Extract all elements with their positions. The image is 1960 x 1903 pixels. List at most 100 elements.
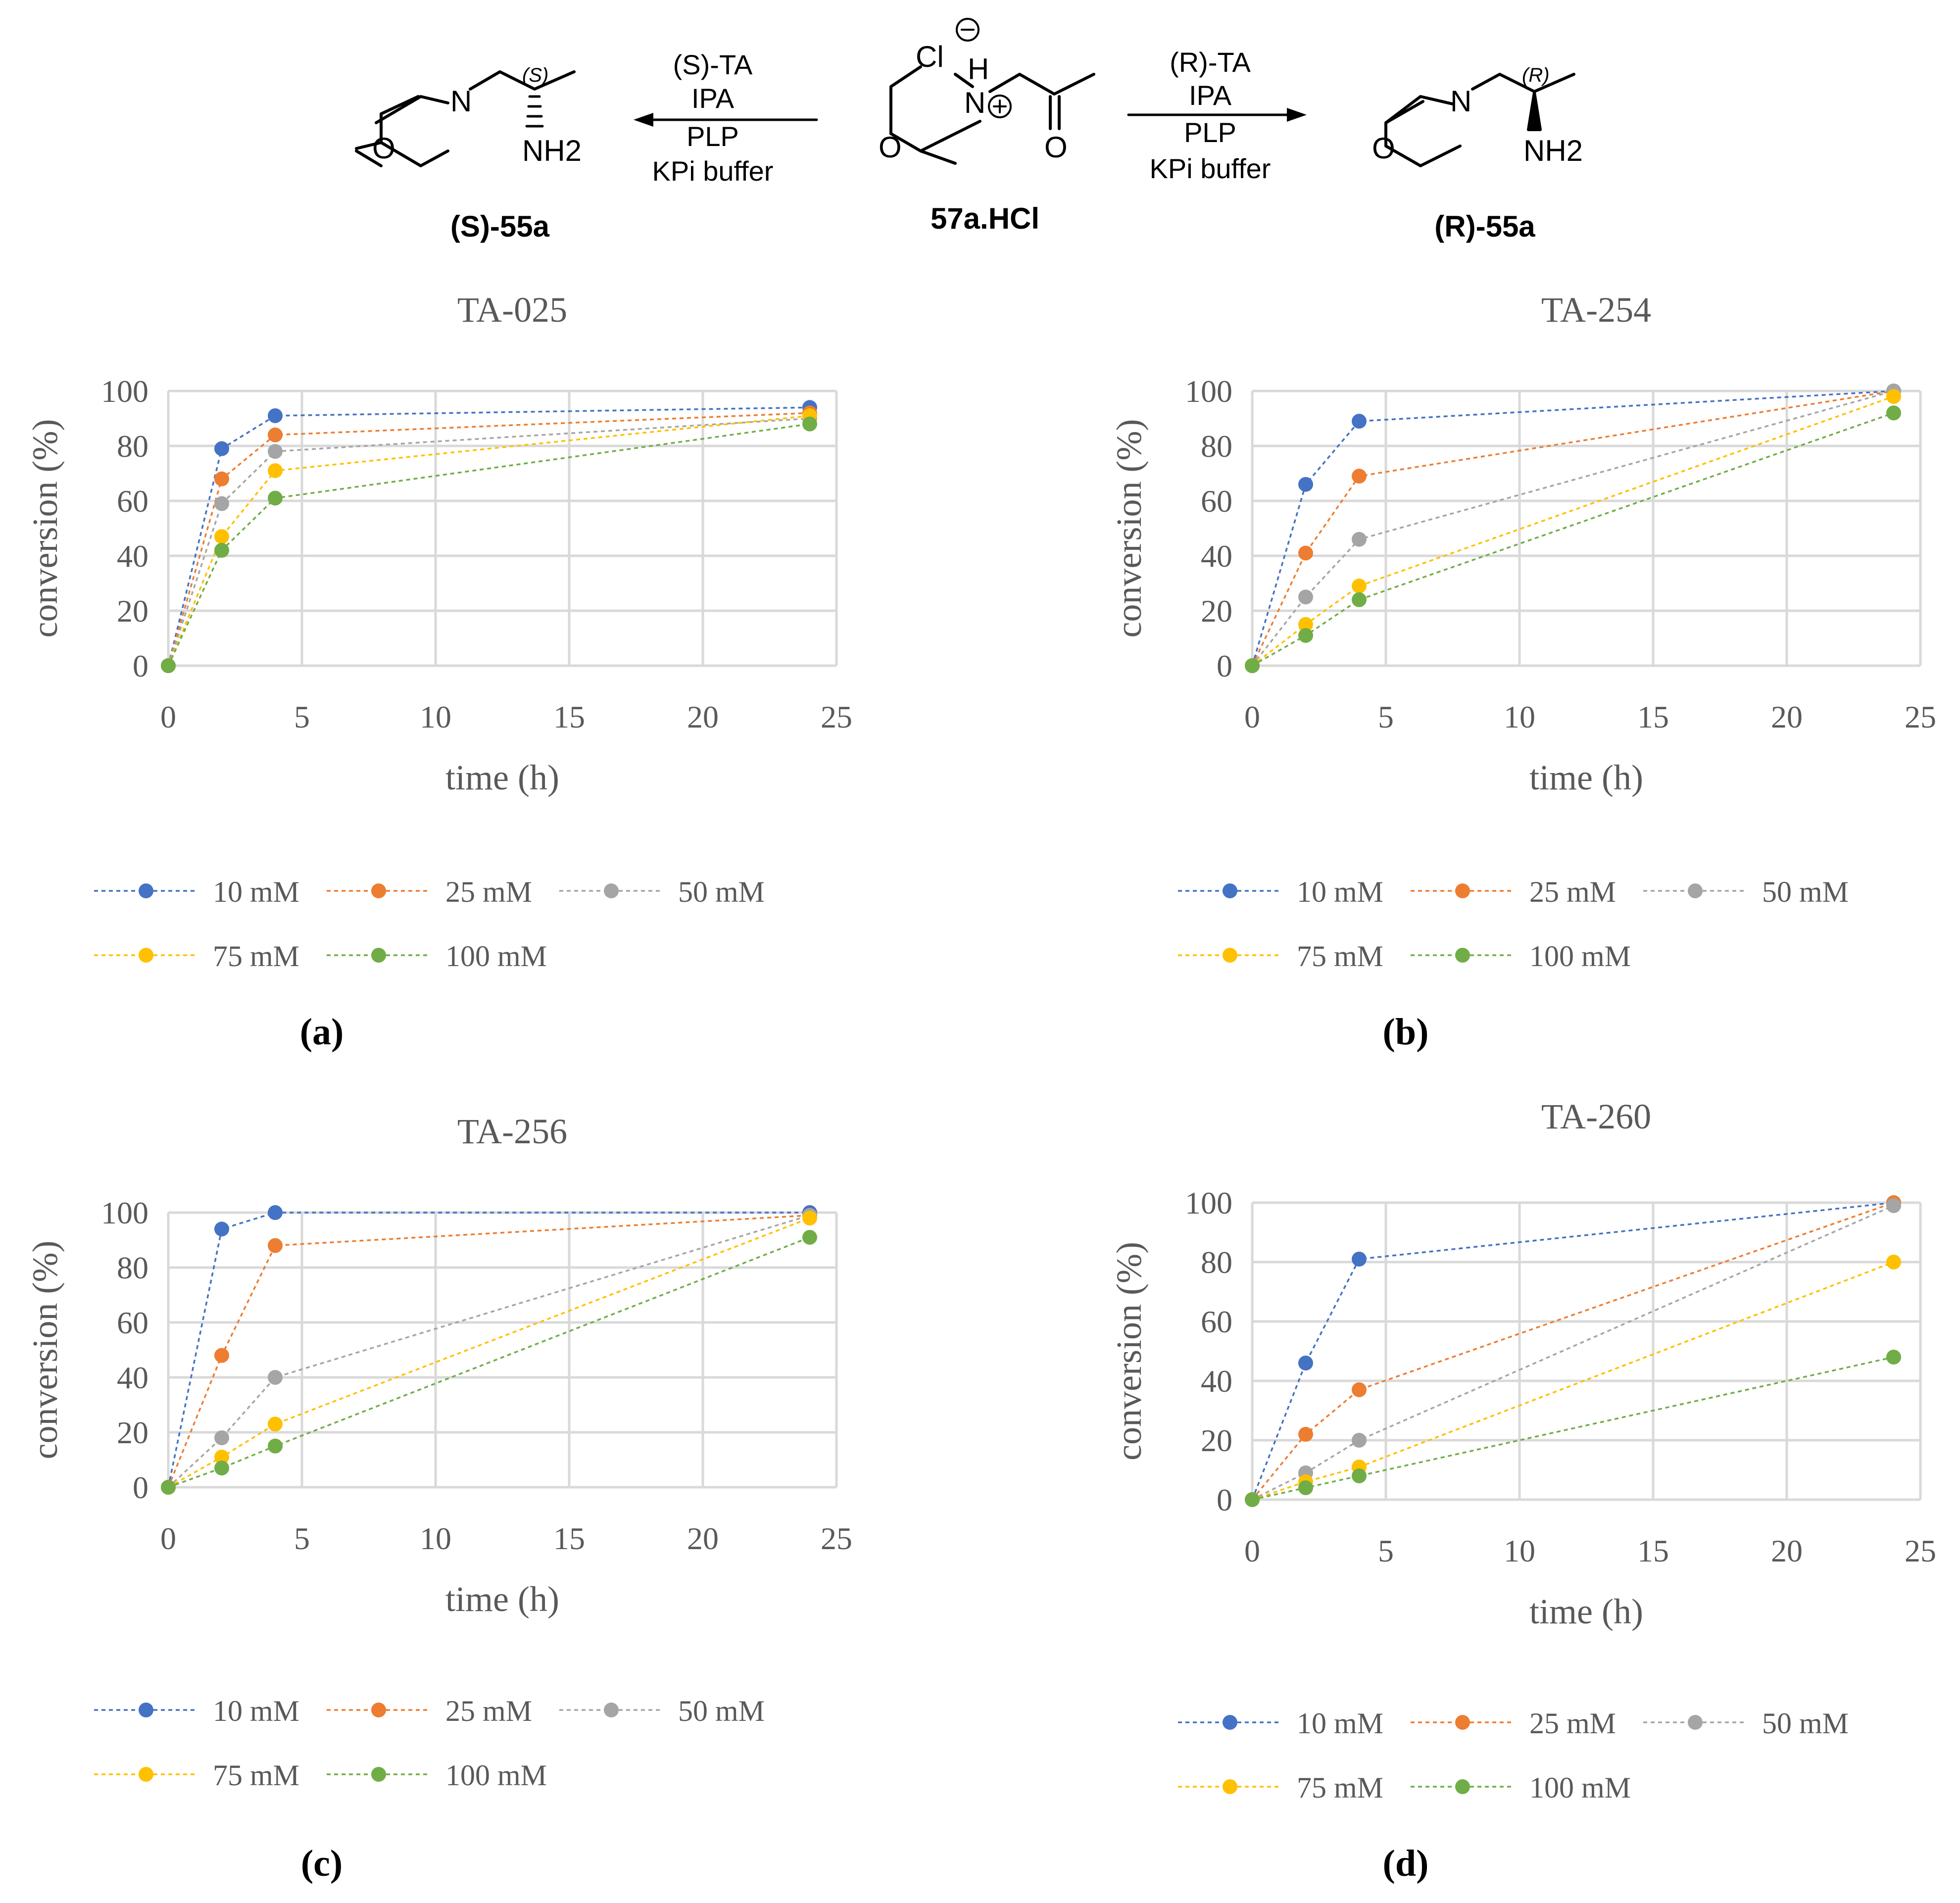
data-point-100-mM <box>214 542 229 558</box>
legend-marker <box>139 883 153 898</box>
y-tick-label: 40 <box>1201 538 1232 574</box>
x-tick-label: 0 <box>160 1521 176 1556</box>
x-tick-label: 15 <box>1637 1533 1669 1568</box>
center-carbonyl <box>1049 95 1061 130</box>
x-tick-label: 25 <box>1905 1533 1936 1568</box>
data-point-100-mM <box>214 1461 229 1476</box>
x-tick-label: 15 <box>553 699 585 734</box>
left-condition-3: PLP <box>686 121 739 152</box>
center-ring-oxygen: O <box>879 131 902 164</box>
legend-marker <box>371 883 386 898</box>
legend-marker <box>1688 1715 1703 1730</box>
left-hashed-bond <box>525 95 544 128</box>
series-line-50-mM <box>167 1214 810 1488</box>
panel-label: (c) <box>301 1843 343 1884</box>
center-morpholine-ring <box>889 65 981 165</box>
y-tick-label: 20 <box>117 593 148 629</box>
data-point-100-mM <box>1298 1480 1313 1495</box>
chloride-charge-icon <box>956 18 980 42</box>
data-point-50-mM <box>214 496 229 511</box>
legend-label: 10 mM <box>1297 1707 1383 1740</box>
series-line-25-mM <box>1251 390 1894 666</box>
series-line-25-mM <box>167 1214 810 1488</box>
series-line-10-mM <box>167 1212 810 1488</box>
right-product-structure <box>1384 73 1575 167</box>
reaction-scheme: O N NH2 (S) (S)-TA IPA PLP KPi buffer Cl… <box>355 18 1583 243</box>
data-point-100-mM <box>1352 1468 1367 1483</box>
legend-marker <box>139 948 153 963</box>
x-tick-label: 15 <box>1637 699 1669 734</box>
y-tick-label: 60 <box>1201 1304 1232 1339</box>
series-line-100-mM <box>168 1236 810 1488</box>
series-line-50-mM <box>167 417 810 666</box>
x-axis-label: time (h) <box>445 1579 559 1619</box>
x-tick-label: 5 <box>1378 699 1394 734</box>
series-line-10-mM <box>1251 390 1894 666</box>
legend-label: 75 mM <box>213 1759 299 1792</box>
data-point-25-mM <box>214 471 229 487</box>
data-point-100-mM <box>1245 658 1260 673</box>
legend-marker <box>1223 1779 1237 1794</box>
left-condition-4: KPi buffer <box>652 155 774 187</box>
legend-label: 75 mM <box>1297 940 1383 973</box>
legend-marker <box>1455 883 1470 898</box>
series-line-25-mM <box>167 412 810 666</box>
left-ring-nitrogen: N <box>450 85 472 118</box>
y-tick-label: 100 <box>101 374 148 409</box>
series-line-75-mM <box>168 1217 810 1488</box>
right-amine-label: NH2 <box>1523 134 1583 167</box>
data-point-75-mM <box>1886 1255 1901 1269</box>
y-axis-label: conversion (%) <box>1109 1242 1149 1461</box>
y-tick-label: 20 <box>117 1415 148 1450</box>
legend-marker <box>371 948 386 963</box>
left-amine-label: NH2 <box>522 134 582 167</box>
legend-label: 25 mM <box>445 876 532 908</box>
y-tick-label: 0 <box>133 1470 148 1505</box>
legend-label: 10 mM <box>213 1695 299 1727</box>
right-condition-4: KPi buffer <box>1150 153 1271 184</box>
y-tick-label: 60 <box>117 1305 148 1340</box>
data-point-100-mM <box>1352 592 1367 607</box>
y-axis-label: conversion (%) <box>1109 419 1149 638</box>
legend-label: 25 mM <box>1529 876 1616 908</box>
right-condition-1: (R)-TA <box>1170 47 1251 78</box>
data-point-100-mM <box>1298 628 1313 643</box>
series-line-75-mM <box>1252 1261 1894 1501</box>
y-axis-label: conversion (%) <box>25 419 65 638</box>
series-line-75-mM <box>1251 395 1894 667</box>
y-tick-label: 100 <box>1185 1185 1232 1220</box>
data-point-75-mM <box>268 463 283 478</box>
data-point-10-mM <box>214 1221 229 1237</box>
left-morpholine-ring <box>355 95 449 167</box>
y-tick-label: 0 <box>1217 648 1232 683</box>
y-tick-label: 0 <box>1217 1482 1232 1517</box>
data-point-10-mM <box>1352 1252 1367 1267</box>
data-point-50-mM <box>1886 1198 1901 1213</box>
right-condition-2: IPA <box>1189 80 1232 111</box>
data-point-25-mM <box>1298 545 1313 561</box>
legend-label: 10 mM <box>213 876 299 908</box>
y-tick-label: 40 <box>1201 1364 1232 1399</box>
panel-label: (d) <box>1383 1843 1429 1884</box>
chloride-label: Cl <box>916 40 944 73</box>
y-tick-label: 20 <box>1201 593 1232 629</box>
legend-marker <box>1455 948 1470 963</box>
data-point-25-mM <box>1352 1382 1367 1397</box>
legend-marker <box>139 1767 153 1782</box>
data-point-100-mM <box>268 1438 283 1454</box>
series-line-10-mM <box>1251 1202 1894 1500</box>
x-tick-label: 20 <box>1771 1533 1803 1568</box>
right-morpholine-ring <box>1384 95 1462 167</box>
y-tick-label: 20 <box>1201 1423 1232 1458</box>
right-product-label: (R)-55a <box>1434 210 1535 243</box>
y-tick-label: 60 <box>1201 484 1232 519</box>
legend-marker <box>371 1767 386 1782</box>
left-stereo-label: (S) <box>522 64 548 86</box>
left-condition-2: IPA <box>691 83 735 114</box>
y-tick-label: 100 <box>1185 374 1232 409</box>
data-point-75-mM <box>802 1211 817 1226</box>
legend-label: 100 mM <box>445 1759 547 1792</box>
data-point-100-mM <box>268 490 283 506</box>
